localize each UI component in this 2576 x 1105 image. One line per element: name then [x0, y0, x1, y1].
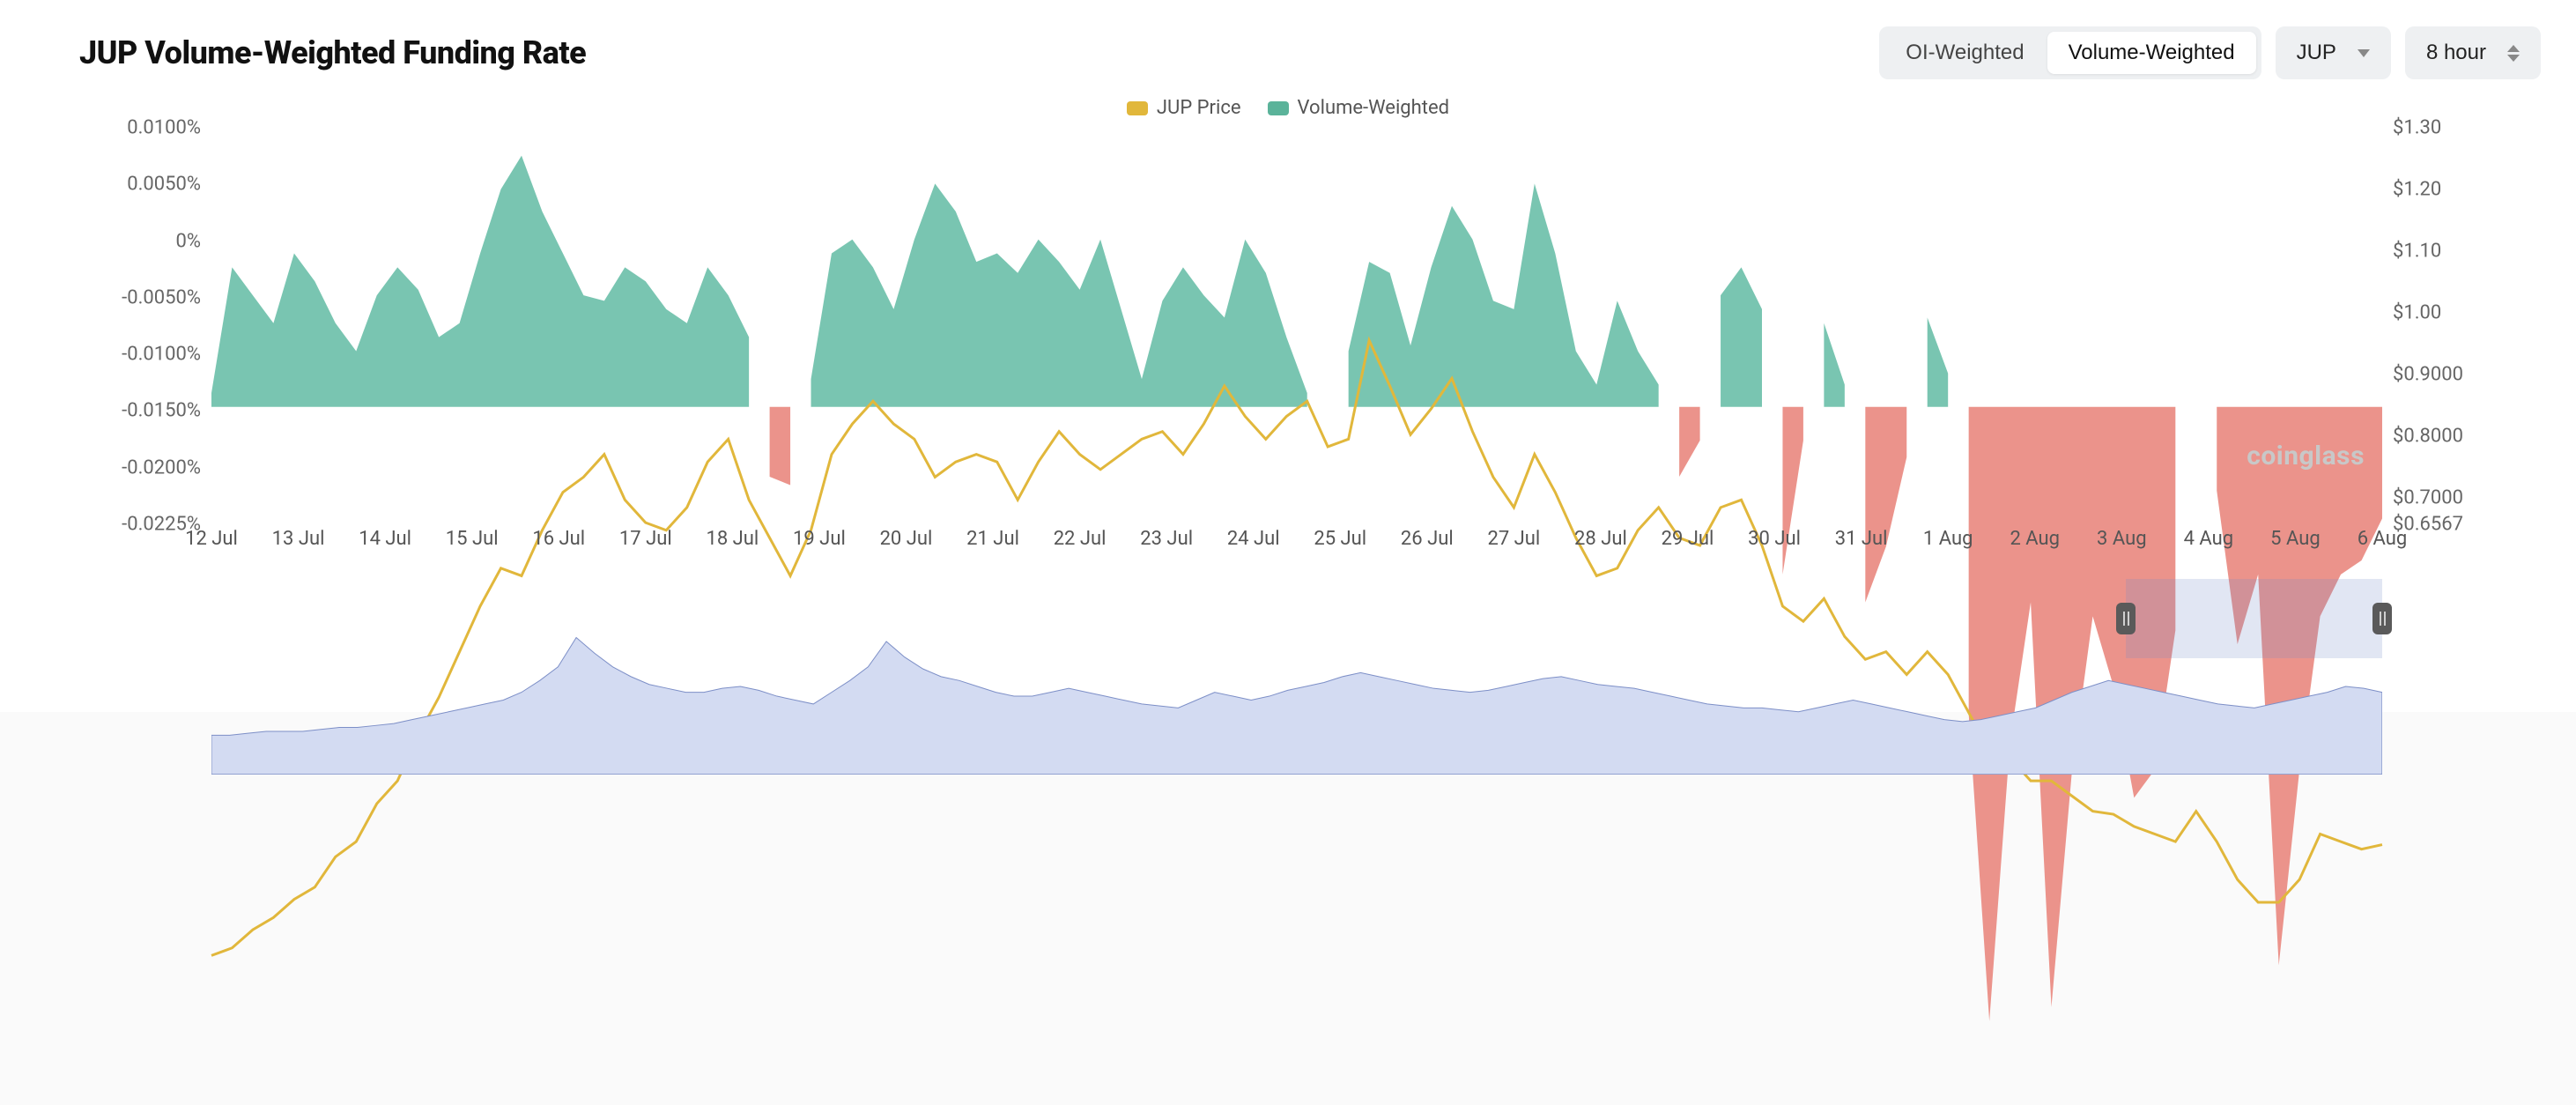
y-left-tick: 0.0050%	[127, 174, 211, 196]
x-tick: 17 Jul	[619, 528, 672, 550]
x-axis: 12 Jul13 Jul14 Jul15 Jul16 Jul17 Jul18 J…	[211, 528, 2382, 563]
legend-label: JUP Price	[1157, 97, 1241, 119]
interval-select[interactable]: 8 hour	[2405, 26, 2541, 79]
brush-handle-left[interactable]	[2116, 603, 2136, 634]
x-tick: 21 Jul	[966, 528, 1019, 550]
brush-svg	[211, 579, 2382, 775]
brush-area-path	[211, 638, 2382, 775]
symbol-select[interactable]: JUP	[2276, 26, 2391, 79]
y-right-tick: $1.30	[2382, 117, 2441, 139]
x-tick: 22 Jul	[1054, 528, 1107, 550]
x-tick: 16 Jul	[532, 528, 585, 550]
watermark: coinglass	[2247, 441, 2365, 471]
x-tick: 14 Jul	[359, 528, 411, 550]
x-tick: 4 Aug	[2184, 528, 2234, 550]
weight-toggle-oi[interactable]: OI-Weighted	[1884, 32, 2045, 74]
funding-positive-area	[211, 156, 2196, 407]
legend-item-funding[interactable]: Volume-Weighted	[1268, 97, 1450, 119]
y-right-tick: $1.20	[2382, 178, 2441, 200]
x-tick: 24 Jul	[1227, 528, 1280, 550]
x-tick: 27 Jul	[1487, 528, 1540, 550]
y-left-tick: -0.0200%	[122, 456, 211, 478]
y-right-tick: $0.8000	[2382, 425, 2463, 447]
y-left-tick: -0.0150%	[122, 400, 211, 422]
x-tick: 18 Jul	[706, 528, 759, 550]
x-tick: 1 Aug	[1923, 528, 1973, 550]
legend-swatch	[1127, 101, 1148, 115]
sort-icon	[2507, 45, 2520, 62]
x-tick: 31 Jul	[1835, 528, 1888, 550]
legend-item-price[interactable]: JUP Price	[1127, 97, 1241, 119]
x-tick: 19 Jul	[793, 528, 846, 550]
chart-panel: JUP Volume-Weighted Funding Rate OI-Weig…	[0, 0, 2576, 712]
y-right-tick: $1.10	[2382, 240, 2441, 262]
weight-toggle: OI-Weighted Volume-Weighted	[1879, 26, 2261, 79]
page-title: JUP Volume-Weighted Funding Rate	[79, 34, 586, 71]
y-left-tick: 0%	[176, 230, 211, 252]
weight-toggle-volume[interactable]: Volume-Weighted	[2047, 32, 2256, 74]
header: JUP Volume-Weighted Funding Rate OI-Weig…	[35, 26, 2541, 79]
x-tick: 2 Aug	[2010, 528, 2060, 550]
x-tick: 30 Jul	[1748, 528, 1801, 550]
x-tick: 20 Jul	[880, 528, 933, 550]
x-tick: 6 Aug	[2358, 528, 2408, 550]
x-tick: 26 Jul	[1401, 528, 1454, 550]
x-tick: 5 Aug	[2270, 528, 2321, 550]
y-left-tick: -0.0050%	[122, 286, 211, 308]
x-tick: 25 Jul	[1314, 528, 1366, 550]
controls-row: OI-Weighted Volume-Weighted JUP 8 hour	[1879, 26, 2541, 79]
chart-area[interactable]: 0.0100%0.0050%0%-0.0050%-0.0100%-0.0150%…	[211, 128, 2382, 524]
legend-swatch	[1268, 101, 1289, 115]
x-tick: 12 Jul	[185, 528, 238, 550]
y-right-tick: $0.9000	[2382, 363, 2463, 385]
x-tick: 23 Jul	[1140, 528, 1193, 550]
y-right-tick: $1.00	[2382, 301, 2441, 323]
x-tick: 29 Jul	[1662, 528, 1714, 550]
x-tick: 15 Jul	[446, 528, 499, 550]
interval-select-value: 8 hour	[2426, 41, 2486, 65]
symbol-select-value: JUP	[2297, 41, 2336, 65]
brush-selection[interactable]	[2126, 579, 2382, 658]
brush-area[interactable]	[211, 579, 2382, 658]
y-left-tick: -0.0100%	[122, 344, 211, 366]
x-tick: 28 Jul	[1574, 528, 1627, 550]
legend-label: Volume-Weighted	[1298, 97, 1450, 119]
chevron-down-icon	[2358, 49, 2370, 57]
y-right-tick: $0.7000	[2382, 486, 2463, 508]
y-left-tick: 0.0100%	[127, 117, 211, 139]
x-tick: 13 Jul	[272, 528, 325, 550]
x-tick: 3 Aug	[2097, 528, 2147, 550]
brush-handle-right[interactable]	[2372, 603, 2392, 634]
legend: JUP Price Volume-Weighted	[35, 97, 2541, 119]
